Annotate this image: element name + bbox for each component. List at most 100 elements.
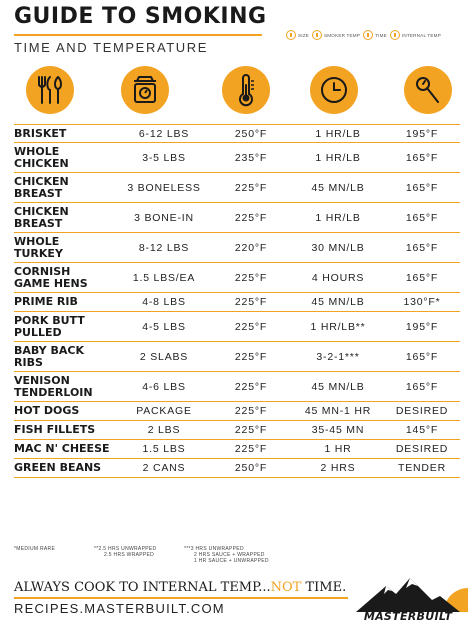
- food-name: BRISKET: [14, 127, 118, 140]
- food-name-line: TURKEY: [14, 246, 63, 260]
- table-row: PRIME RIB 4-8 LBS 225°F 45 MN/LB 130°F*: [14, 293, 460, 312]
- food-name: BABY BACK RIBS: [14, 343, 118, 369]
- tagline-start: ALWAYS COOK TO INTERNAL TEMP...: [14, 580, 271, 595]
- smoker-temp-cell: 225°F: [234, 181, 268, 194]
- tagline: ALWAYS COOK TO INTERNAL TEMP...NOT TIME.: [14, 580, 346, 595]
- food-name-line: BABY BACK: [14, 343, 84, 357]
- legend-time-label: TIME: [375, 32, 387, 38]
- smoker-temp-cell: 225°F: [234, 443, 268, 455]
- size-cell: 4-6 LBS: [142, 380, 186, 393]
- time-cell: 3-2-1***: [316, 350, 360, 363]
- food-name-line: HOT DOGS: [14, 404, 80, 417]
- internal-temp-cell: 165°F: [405, 181, 439, 194]
- table-row: GREEN BEANS 2 CANS 250°F 2 HRS TENDER: [14, 459, 460, 478]
- footnote-pork-butt-line: 2.5 HRS WRAPPED: [104, 552, 155, 558]
- time-cell: 45 MN/LB: [311, 296, 365, 308]
- masterbuilt-logo: MASTERBUILT: [348, 572, 468, 628]
- food-name: PRIME RIB: [14, 296, 118, 308]
- size-cell: 1.5 LBS: [142, 443, 186, 455]
- table-row: CHICKEN BREAST 3 BONELESS 225°F 45 MN/LB 165°…: [14, 173, 460, 203]
- time-cell: 4 HOURS: [311, 271, 365, 284]
- food-name-line: BREAST: [14, 216, 63, 230]
- food-name: WHOLE CHICKEN: [14, 145, 118, 170]
- time-cell: 35-45 MN: [311, 424, 365, 436]
- table-row: HOT DOGS PACKAGE 225°F 45 MN-1 HR DESIRED: [14, 402, 460, 421]
- brand-name: MASTERBUILT: [363, 610, 453, 623]
- food-name-line: PRIME RIB: [14, 295, 78, 308]
- website-link[interactable]: RECIPES.MASTERBUILT.COM: [14, 601, 225, 616]
- probe-thermometer-icon: [404, 66, 452, 114]
- legend-internal-temp-icon: [389, 30, 400, 40]
- time-cell: 1 HR/LB**: [310, 320, 366, 333]
- tagline-end: TIME.: [301, 580, 347, 595]
- legend-internal-temp: INTERNAL TEMP: [389, 30, 441, 40]
- smoker-temp-cell: 225°F: [234, 350, 268, 363]
- smoker-temp-cell: 250°F: [234, 127, 268, 140]
- food-name: MAC N' CHEESE: [14, 443, 118, 455]
- smoker-temp-cell: 225°F: [234, 271, 268, 284]
- size-cell: 6-12 LBS: [138, 127, 190, 140]
- food-name-line: PULLED: [14, 325, 62, 339]
- mountain-logo-icon: [356, 578, 468, 612]
- smoking-table: BRISKET 6-12 LBS 250°F 1 HR/LB 195°F WHOLE CHI…: [14, 124, 460, 478]
- footnote-pork-butt-line: **2.5 HRS UNWRAPPED: [94, 546, 157, 552]
- legend-time-icon: [363, 30, 374, 40]
- table-row: CORNISH GAME HENS 1.5 LBS/EA 225°F 4 HOURS 16…: [14, 263, 460, 293]
- clock-icon: [310, 66, 358, 114]
- legend-smoker-temp-icon: [312, 30, 323, 40]
- time-cell: 1 HR/LB: [315, 151, 361, 164]
- food-name-line: CHICKEN: [14, 174, 69, 188]
- table-row: WHOLE CHICKEN 3-5 LBS 235°F 1 HR/LB 165°F: [14, 143, 460, 173]
- footnotes: *MEDIUM RARE **2.5 HRS UNWRAPPED 2.5 HRS…: [14, 546, 454, 570]
- smoker-temp-cell: 225°F: [234, 320, 268, 333]
- footnote-ribs-line: 1 HR SAUCE + UNWRAPPED: [194, 558, 269, 564]
- legend-smoker-temp: SMOKER TEMP: [312, 30, 360, 40]
- internal-temp-cell: DESIRED: [395, 405, 449, 417]
- internal-temp-cell: TENDER: [398, 462, 446, 474]
- internal-temp-cell: 195°F: [405, 127, 439, 140]
- size-cell: 3 BONELESS: [127, 181, 201, 194]
- footnote-pork-butt: **2.5 HRS UNWRAPPED 2.5 HRS WRAPPED: [94, 546, 156, 558]
- internal-temp-cell: 165°F: [405, 151, 439, 164]
- food-name-line: CHICKEN: [14, 156, 69, 170]
- food-name-line: GAME HENS: [14, 276, 88, 290]
- food-name-line: CHICKEN: [14, 204, 69, 218]
- food-name-line: RIBS: [14, 355, 43, 369]
- smoker-temp-cell: 220°F: [234, 241, 268, 254]
- time-cell: 45 MN-1 HR: [304, 405, 372, 417]
- food-name: WHOLE TURKEY: [14, 235, 118, 260]
- legend-time: TIME: [363, 30, 387, 40]
- internal-temp-cell: 165°F: [405, 211, 439, 224]
- table-row: BRISKET 6-12 LBS 250°F 1 HR/LB 195°F: [14, 124, 460, 143]
- time-cell: 1 HR/LB: [315, 127, 361, 140]
- size-cell: 2 SLABS: [139, 350, 189, 363]
- smoker-temp-cell: 225°F: [234, 380, 268, 393]
- food-name-line: TENDERLOIN: [14, 385, 93, 399]
- food-name: FISH FILLETS: [14, 424, 118, 436]
- table-row: MAC N' CHEESE 1.5 LBS 225°F 1 HR DESIRED: [14, 440, 460, 459]
- time-cell: 45 MN/LB: [311, 181, 365, 194]
- size-cell: 2 CANS: [142, 462, 186, 474]
- food-name: HOT DOGS: [14, 405, 118, 417]
- food-name-line: PORK BUTT: [14, 313, 85, 327]
- food-name: CHICKEN BREAST: [14, 204, 118, 230]
- table-row: BABY BACK RIBS 2 SLABS 225°F 3-2-1*** 165°F: [14, 342, 460, 372]
- page-title: GUIDE TO SMOKING: [14, 4, 267, 29]
- size-cell: 3 BONE-IN: [134, 211, 194, 224]
- size-cell: PACKAGE: [136, 405, 192, 417]
- legend-size-icon: [286, 30, 296, 40]
- internal-temp-cell: 165°F: [405, 241, 439, 254]
- size-cell: 8-12 LBS: [138, 241, 190, 254]
- column-icons-row: [0, 66, 474, 120]
- size-cell: 4-8 LBS: [142, 296, 186, 308]
- smoker-temp-cell: 225°F: [234, 211, 268, 224]
- time-cell: 30 MN/LB: [311, 241, 365, 254]
- internal-temp-cell: 130°F*: [403, 296, 441, 308]
- footnote-ribs: ***3 HRS UNWRAPPED 2 HRS SAUCE + WRAPPED…: [184, 546, 269, 564]
- legend-smoker-temp-label: SMOKER TEMP: [324, 32, 361, 38]
- smoker-temp-cell: 225°F: [234, 405, 268, 417]
- smoker-temp-cell: 250°F: [234, 462, 268, 474]
- table-row: WHOLE TURKEY 8-12 LBS 220°F 30 MN/LB 165°F: [14, 233, 460, 263]
- legend-size: SIZE: [286, 30, 309, 40]
- time-cell: 2 HRS: [320, 462, 356, 474]
